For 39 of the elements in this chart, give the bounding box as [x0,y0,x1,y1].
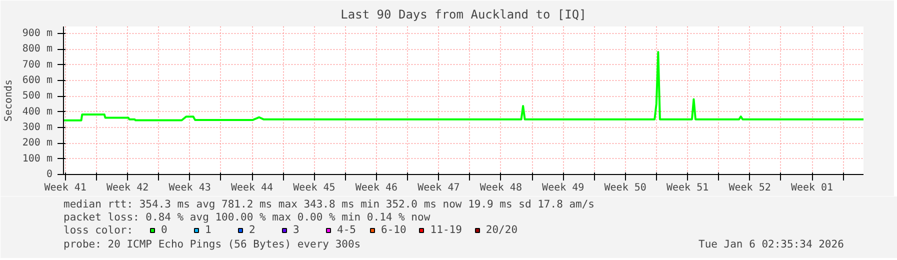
y-tick-label: 700 m [22,59,53,70]
x-tick-label: Week 01 [790,182,834,194]
y-tick-label: 600 m [22,74,53,86]
legend-label: 1 [205,224,212,236]
y-tick-label: 800 m [22,44,53,55]
legend-label: 3 [293,224,300,236]
text: median rtt: 354.3 ms avg 781.2 ms max 343.8 ms min 352.0 ms now 19.9 ms sd 17.8 am/s [64,198,595,210]
x-tick-label: Week 44 [230,182,274,194]
legend-label: 0 [161,224,168,236]
x-tick-label: Week 46 [355,182,398,194]
y-tick-label: 500 m [22,90,53,102]
y-tick-label: 0 [46,169,53,180]
y-tick-label: 300 m [22,122,53,133]
legend-label: 2 [249,224,256,236]
legend-title: loss color: [64,224,134,236]
x-tick-label: Week 47 [418,182,460,194]
x-tick-label: Week 42 [106,182,149,194]
x-tick-label: Week 41 [44,182,86,194]
x-tick-label: Week 49 [542,182,584,194]
y-tick-label: 400 m [22,106,53,118]
y-tick-label: 200 m [22,138,53,149]
text: probe: 20 ICMP Echo Pings (56 Bytes) every 300s [64,238,361,250]
legend-label: 20/20 [486,224,518,236]
x-tick-label: Week 51 [666,182,709,194]
line-series [64,51,864,122]
x-tick-label: Week 45 [293,182,336,194]
legend-label: 4-5 [337,224,357,236]
y-axis-title: Seconds [3,79,14,122]
x-tick-label: Week 52 [728,182,771,194]
x-tick-label: Week 48 [480,182,522,194]
y-tick-label: 100 m [22,153,53,164]
text: packet loss: 0.84 % avg 100.00 % max 0.00 % min 0.14 % now [64,212,431,224]
legend-label: 6-10 [381,224,406,236]
x-tick-label: Week 43 [168,182,211,194]
text: Tue Jan 6 02:35:34 2026 [698,238,844,250]
y-tick-label: 900 m [22,28,53,39]
chart-title: Last 90 Days from Auckland to [IQ] [340,8,586,22]
x-tick-label: Week 50 [604,182,646,194]
legend-label: 11-19 [430,224,462,236]
